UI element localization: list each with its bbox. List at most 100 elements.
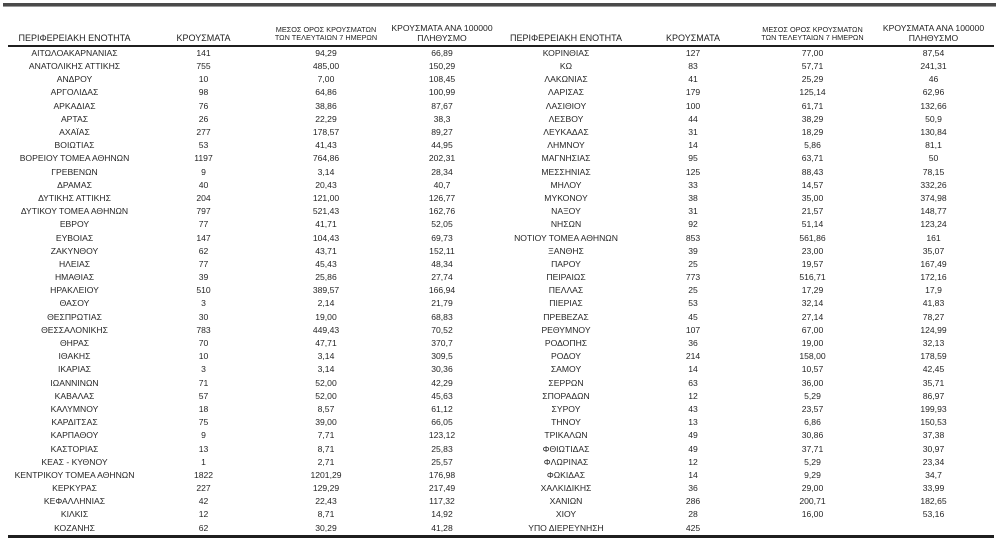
per100k-cell: 150,53 xyxy=(920,417,947,428)
region-cell: ΦΛΩΡΙΝΑΣ xyxy=(543,456,589,467)
region-cell: ΕΥΒΟΙΑΣ xyxy=(55,232,94,243)
cases-cell: 42 xyxy=(198,496,209,507)
per100k-cell: 150,29 xyxy=(428,61,456,72)
col-header-cases-right: ΚΡΟΥΣΜΑΤΑ xyxy=(666,33,720,43)
per100k-cell: 28,34 xyxy=(431,166,453,177)
per100k-cell: 87,54 xyxy=(922,48,945,58)
region-cell: ΔΡΑΜΑΣ xyxy=(57,179,92,190)
table-row: ΘΑΣΟΥ 3 2,14 21,79 ΠΙΕΡΙΑΣ 53 32,14 41,83 xyxy=(8,297,994,310)
table-row: ΙΚΑΡΙΑΣ 3 3,14 30,36 ΣΑΜΟΥ 14 10,57 42,45 xyxy=(8,363,994,376)
region-cell: ΝΟΤΙΟΥ ΤΟΜΕΑ ΑΘΗΝΩΝ xyxy=(514,232,618,243)
table-body: ΑΙΤΩΛΟΑΚΑΡΝΑΝΙΑΣ 141 94,29 66,89 ΚΟΡΙΝΘΙΑΣ 12… xyxy=(8,46,994,537)
per100k-cell: 162,76 xyxy=(428,206,456,217)
region-cell: ΚΟΖΑΝΗΣ xyxy=(54,522,95,533)
avg7-cell: 5,86 xyxy=(804,140,821,151)
col-header-avg7-right-line2: ΤΩΝ ΤΕΛΕΥΤΑΙΩΝ 7 ΗΜΕΡΩΝ xyxy=(761,33,864,43)
region-cell: ΑΝΑΤΟΛΙΚΗΣ ΑΤΤΙΚΗΣ xyxy=(28,61,121,72)
table-row: ΗΛΕΙΑΣ 77 45,43 48,34 ΠΑΡΟΥ 25 19,57 167,49 xyxy=(8,258,994,271)
table-row: ΚΙΛΚΙΣ 12 8,71 14,92 ΧΙΟΥ 28 16,00 53,16 xyxy=(8,508,994,521)
col-header-region-left: ΠΕΡΙΦΕΡΕΙΑΚΗ ΕΝΟΤΗΤΑ xyxy=(18,33,131,43)
avg7-cell: 104,43 xyxy=(312,232,340,243)
avg7-cell: 51,14 xyxy=(801,219,824,230)
per100k-cell: 132,66 xyxy=(920,100,947,111)
cases-cell: 853 xyxy=(685,232,701,243)
avg7-cell: 22,43 xyxy=(315,496,337,507)
table-row: ΔΡΑΜΑΣ 40 20,43 40,7 ΜΗΛΟΥ 33 14,57 332,26 xyxy=(8,179,994,192)
region-cell: ΚΑΡΠΑΘΟΥ xyxy=(50,430,99,441)
region-cell: ΜΕΣΣΗΝΙΑΣ xyxy=(541,166,591,177)
cases-cell: 14 xyxy=(688,140,698,151)
region-cell: ΣΑΜΟΥ xyxy=(550,364,582,375)
per100k-cell: 202,31 xyxy=(428,153,456,164)
cases-cell: 92 xyxy=(688,219,698,230)
cases-cell: 10 xyxy=(198,74,209,85)
cases-cell: 14 xyxy=(688,364,698,375)
per100k-cell: 126,77 xyxy=(428,192,456,203)
table-header: ΠΕΡΙΦΕΡΕΙΑΚΗ ΕΝΟΤΗΤΑ ΚΡΟΥΣΜΑΤΑ ΜΕΣΟΣ ΟΡΟ… xyxy=(8,12,994,46)
per100k-cell: 124,99 xyxy=(920,324,947,335)
per100k-cell: 30,36 xyxy=(431,364,453,375)
per100k-cell: 152,11 xyxy=(429,245,455,256)
avg7-cell: 38,86 xyxy=(315,100,337,111)
table-row: ΑΡΓΟΛΙΔΑΣ 98 64,86 100,99 ΛΑΡΙΣΑΣ 179 125,14 62… xyxy=(8,86,994,99)
avg7-cell: 19,57 xyxy=(801,258,824,269)
avg7-cell: 57,71 xyxy=(801,61,824,72)
avg7-cell: 2,71 xyxy=(317,456,335,467)
avg7-cell: 1201,29 xyxy=(310,469,342,480)
region-cell: ΛΕΣΒΟΥ xyxy=(548,113,584,124)
per100k-cell: 70,52 xyxy=(431,324,453,335)
avg7-cell: 27,14 xyxy=(801,311,824,322)
cases-cell: 77 xyxy=(198,219,209,230)
col-header-avg7-left: ΜΕΣΟΣ ΟΡΟΣ ΚΡΟΥΣΜΑΤΩΝ ΤΩΝ ΤΕΛΕΥΤΑΙΩΝ 7 Η… xyxy=(266,12,386,46)
region-cell: ΚΑΒΑΛΑΣ xyxy=(54,390,95,401)
region-cell: ΚΑΣΤΟΡΙΑΣ xyxy=(50,443,99,454)
per100k-cell: 44,95 xyxy=(431,140,453,151)
cases-cell: 277 xyxy=(196,127,211,138)
avg7-cell: 521,43 xyxy=(312,206,340,217)
per100k-cell: 25,57 xyxy=(431,456,453,467)
cases-cell: 1822 xyxy=(193,469,214,480)
table-row: ΑΙΤΩΛΟΑΚΑΡΝΑΝΙΑΣ 141 94,29 66,89 ΚΟΡΙΝΘΙΑΣ 12… xyxy=(8,46,994,60)
per100k-cell: 33,99 xyxy=(922,483,945,494)
per100k-cell: 30,97 xyxy=(922,443,945,454)
region-cell: ΥΠΟ ΔΙΕΡΕΥΝΗΣΗ xyxy=(528,522,604,533)
region-cell: ΡΟΔΟΥ xyxy=(551,351,581,362)
table-row: ΕΒΡΟΥ 77 41,71 52,05 ΝΗΣΩΝ 92 51,14 123,24 xyxy=(8,218,994,231)
region-cell: ΕΒΡΟΥ xyxy=(59,219,90,230)
avg7-cell: 125,14 xyxy=(799,87,826,98)
table-row: ΒΟΙΩΤΙΑΣ 53 41,43 44,95 ΛΗΜΝΟΥ 14 5,86 81,1 xyxy=(8,139,994,152)
cases-cell: 773 xyxy=(685,272,701,283)
avg7-cell: 88,43 xyxy=(801,166,824,177)
table-row: ΔΥΤΙΚΟΥ ΤΟΜΕΑ ΑΘΗΝΩΝ 797 521,43 162,76 ΝΑΞΟΥ… xyxy=(8,205,994,218)
avg7-cell: 63,71 xyxy=(801,153,824,164)
region-cell: ΖΑΚΥΝΘΟΥ xyxy=(50,245,99,256)
region-cell: ΘΕΣΠΡΩΤΙΑΣ xyxy=(47,311,102,322)
region-cell: ΝΗΣΩΝ xyxy=(550,219,582,230)
per100k-cell: 41,28 xyxy=(431,522,453,533)
table-row: ΚΕΑΣ - ΚΥΘΝΟΥ 1 2,71 25,57 ΦΛΩΡΙΝΑΣ 12 5,29 23,… xyxy=(8,456,994,469)
region-cell: ΞΑΝΘΗΣ xyxy=(548,245,584,256)
avg7-cell: 3,14 xyxy=(317,166,335,177)
per100k-cell: 42,45 xyxy=(922,364,945,375)
col-header-cases-left: ΚΡΟΥΣΜΑΤΑ xyxy=(176,33,231,43)
avg7-cell: 8,71 xyxy=(317,509,335,520)
per100k-cell: 176,98 xyxy=(428,469,456,480)
cases-cell: 1197 xyxy=(194,153,213,164)
region-cell: ΒΟΙΩΤΙΑΣ xyxy=(54,140,95,151)
cases-cell: 755 xyxy=(196,61,211,72)
region-cell: ΚΑΛΥΜΝΟΥ xyxy=(50,403,99,414)
col-header-per100k-right-line2: ΠΛΗΘΥΣΜΟ xyxy=(908,33,959,43)
avg7-cell: 52,00 xyxy=(315,377,337,388)
region-cell: ΦΘΙΩΤΙΔΑΣ xyxy=(542,443,590,454)
cases-cell: 125 xyxy=(685,166,701,177)
table-row: ΗΡΑΚΛΕΙΟΥ 510 389,57 166,94 ΠΕΛΛΑΣ 25 17,29 17,… xyxy=(8,284,994,297)
per100k-cell: 61,12 xyxy=(431,403,453,414)
cases-cell: 13 xyxy=(198,443,209,454)
cases-cell: 53 xyxy=(688,298,698,309)
cases-cell: 1 xyxy=(201,456,206,467)
col-header-per100k-left: ΚΡΟΥΣΜΑΤΑ ΑΝΑ 100000 ΠΛΗΘΥΣΜΟ xyxy=(386,12,498,46)
per100k-cell: 23,34 xyxy=(922,456,945,467)
cases-cell: 71 xyxy=(198,377,209,388)
region-cell: ΒΟΡΕΙΟΥ ΤΟΜΕΑ ΑΘΗΝΩΝ xyxy=(19,153,130,164)
region-cell: ΑΡΓΟΛΙΔΑΣ xyxy=(50,87,99,98)
